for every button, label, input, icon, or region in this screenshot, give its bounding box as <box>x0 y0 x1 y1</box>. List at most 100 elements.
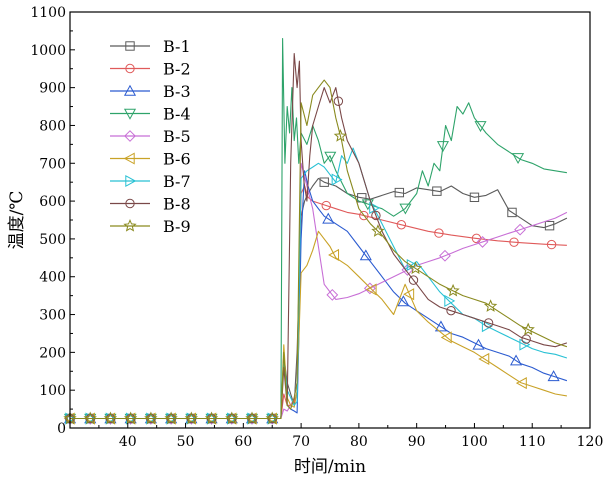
y-tick-label: 800 <box>39 118 66 134</box>
legend-label: B-7 <box>163 172 191 191</box>
y-tick-label: 1100 <box>30 5 66 21</box>
data-point-marker <box>204 411 219 425</box>
series-line <box>70 185 567 420</box>
data-point-marker <box>408 275 419 285</box>
data-point-marker <box>476 236 489 248</box>
data-point-marker <box>408 261 423 275</box>
data-point-marker <box>472 338 485 350</box>
y-tick-label: 100 <box>39 383 66 399</box>
series-line <box>70 162 568 420</box>
data-point-marker <box>396 220 407 230</box>
x-tick-label: 110 <box>519 434 546 450</box>
data-point-marker <box>365 283 377 296</box>
data-point-marker <box>399 203 412 215</box>
y-tick-label: 300 <box>39 308 66 324</box>
data-point-marker <box>546 239 557 250</box>
series-line <box>70 79 568 420</box>
legend-label: B-1 <box>163 37 191 56</box>
data-point-marker <box>319 177 329 187</box>
data-point-marker <box>124 411 138 425</box>
data-point-marker <box>322 212 335 224</box>
data-point-marker <box>432 186 442 196</box>
legend-marker <box>125 198 135 209</box>
legend-marker <box>125 174 137 188</box>
legend-marker <box>123 218 137 232</box>
legend-marker <box>123 108 137 120</box>
data-point-marker <box>474 121 487 133</box>
data-point-marker <box>444 294 456 307</box>
x-tick-label: 100 <box>461 434 488 450</box>
x-tick-label: 70 <box>292 434 310 450</box>
legend-item-B-2: B-2 <box>110 60 191 79</box>
data-point-marker <box>326 288 339 301</box>
series-line <box>70 147 568 420</box>
data-point-marker <box>397 295 410 307</box>
y-tick-label: 0 <box>57 421 66 437</box>
legend-marker <box>125 41 135 51</box>
y-tick-label: 500 <box>39 232 66 248</box>
data-point-marker <box>521 334 531 344</box>
legend-marker <box>124 130 136 142</box>
data-point-marker <box>512 153 525 165</box>
data-point-marker <box>509 237 519 247</box>
data-point-marker <box>321 200 331 211</box>
x-tick-label: 120 <box>577 434 604 450</box>
data-point-marker <box>440 331 452 344</box>
legend-marker <box>125 63 135 74</box>
series-layer <box>63 37 568 425</box>
data-point-marker <box>361 199 374 211</box>
data-point-marker <box>245 411 259 425</box>
legend-item-B-1: B-1 <box>110 37 191 56</box>
data-point-marker <box>483 318 494 328</box>
data-point-marker <box>83 411 97 425</box>
legend-item-B-6: B-6 <box>110 150 191 169</box>
legend: B-1 B-2 B-3 B-4 B-5 B-6 B-7 B-8 B-9 <box>110 37 191 236</box>
x-tick-label: 90 <box>408 434 426 450</box>
data-point-marker <box>333 96 344 106</box>
data-point-marker <box>514 223 526 236</box>
legend-label: B-4 <box>163 105 191 124</box>
legend-label: B-3 <box>163 82 191 101</box>
data-point-marker <box>359 249 372 261</box>
data-point-marker <box>515 377 527 390</box>
y-tick-label: 900 <box>39 81 66 97</box>
data-point-marker <box>434 228 444 238</box>
legend-item-B-8: B-8 <box>110 195 191 214</box>
data-point-marker <box>363 282 376 295</box>
data-point-marker <box>359 210 369 221</box>
y-tick-label: 600 <box>39 194 66 210</box>
data-point-marker <box>446 305 456 316</box>
y-tick-label: 700 <box>39 156 66 172</box>
series-line <box>70 53 568 420</box>
legend-item-B-7: B-7 <box>110 172 191 191</box>
y-axis-title: 温度/℃ <box>7 191 27 250</box>
series-B-9 <box>63 79 568 425</box>
ticks-layer: 40 50 60 70 80 90 100 110 120 0 100 200 300 400 500 600… <box>30 5 603 450</box>
y-tick-label: 1000 <box>30 43 66 59</box>
x-tick-label: 60 <box>234 434 252 450</box>
x-tick-label: 80 <box>350 434 368 450</box>
data-point-marker <box>544 220 555 231</box>
series-B-7 <box>65 147 568 425</box>
legend-label: B-8 <box>163 195 191 214</box>
data-point-marker <box>547 370 560 382</box>
data-point-marker <box>164 411 178 425</box>
legend-label: B-5 <box>163 127 191 146</box>
legend-marker <box>123 84 137 96</box>
data-point-marker <box>483 299 498 312</box>
legend-item-B-9: B-9 <box>110 217 191 236</box>
data-point-marker <box>469 192 480 203</box>
series-B-3 <box>63 170 568 424</box>
y-tick-label: 400 <box>39 270 66 286</box>
legend-item-B-3: B-3 <box>110 82 191 101</box>
series-line <box>70 177 568 420</box>
data-point-marker <box>371 210 381 221</box>
data-point-marker <box>265 411 279 425</box>
data-point-marker <box>333 129 348 142</box>
series-line <box>70 170 568 420</box>
x-axis-title: 时间/min <box>294 457 366 477</box>
data-point-marker <box>394 187 405 198</box>
x-tick-label: 40 <box>119 434 137 450</box>
data-point-marker <box>507 207 517 218</box>
data-point-marker <box>324 151 337 163</box>
